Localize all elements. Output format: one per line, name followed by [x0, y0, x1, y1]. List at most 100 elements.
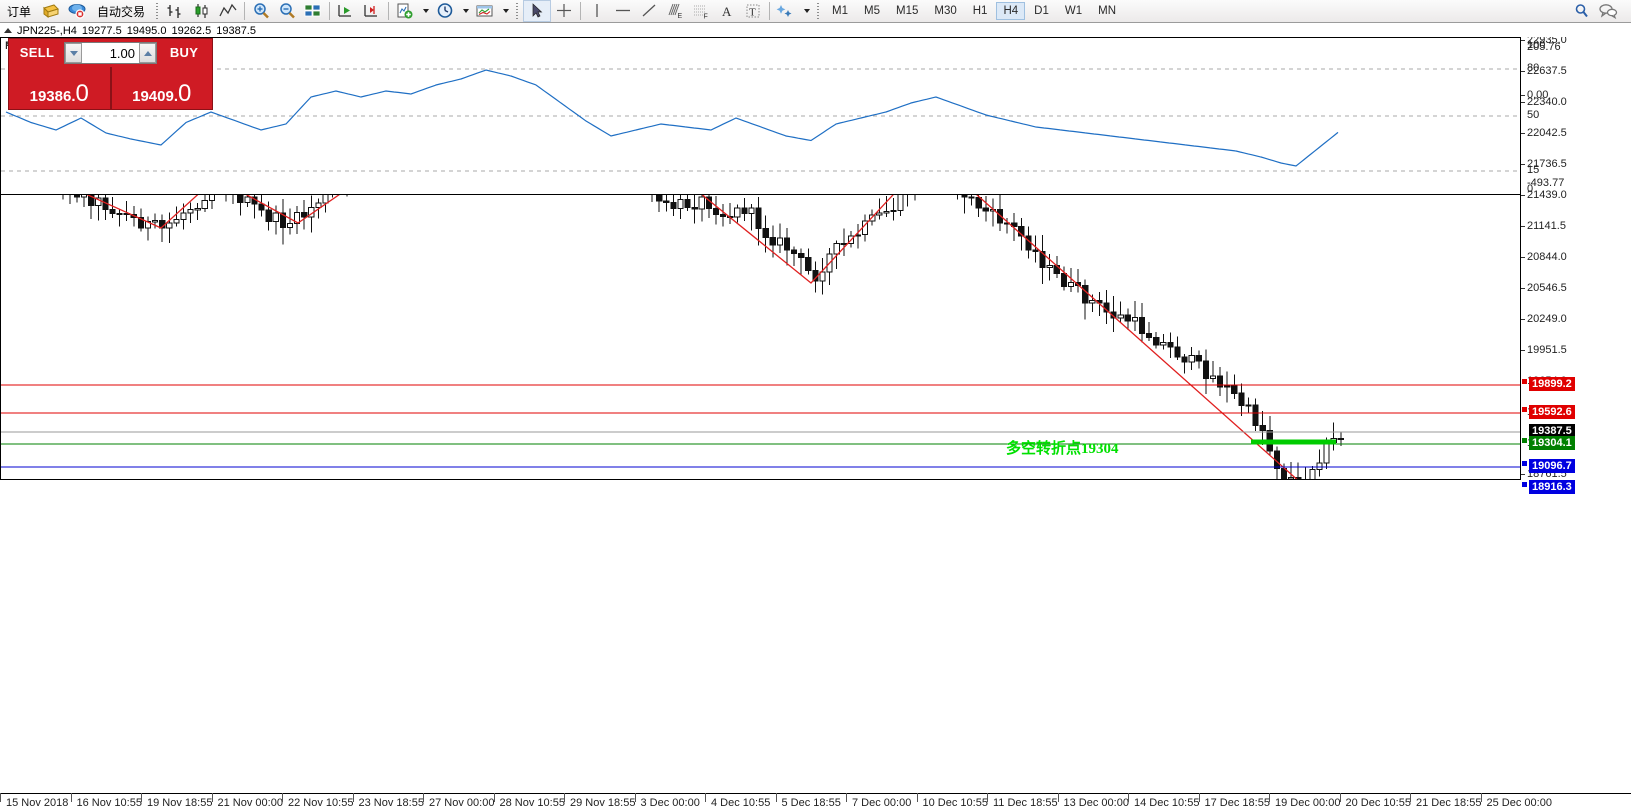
buy-button[interactable]: BUY: [169, 45, 199, 60]
timeframe-m15[interactable]: M15: [896, 5, 919, 17]
level-chip-19387[interactable]: 19387.5: [1529, 424, 1575, 438]
crosshair-icon[interactable]: [551, 0, 577, 22]
objects-dropdown[interactable]: [799, 0, 813, 22]
period-icon[interactable]: [432, 0, 458, 22]
time-tick-separator: [423, 793, 424, 802]
auto-trade-button[interactable]: 自动交易: [97, 4, 146, 19]
toolbar-grip[interactable]: [155, 2, 161, 20]
zoom-out-icon[interactable]: [274, 0, 300, 22]
level-chip-19899[interactable]: 19899.2: [1529, 377, 1575, 391]
templates-dropdown[interactable]: [498, 0, 512, 22]
volume-decrement-button[interactable]: [65, 43, 82, 63]
level-chip-18916[interactable]: 18916.3: [1529, 480, 1575, 494]
sell-price-cell[interactable]: 19386 . 0: [9, 67, 112, 109]
symbol-period-label: JPN225-,H4: [17, 24, 77, 37]
level-chip-19304[interactable]: 19304.1: [1529, 436, 1575, 450]
svg-text:F: F: [704, 14, 708, 21]
collapse-triangle-icon[interactable]: [4, 28, 12, 33]
toolbar-grip-2[interactable]: [515, 2, 521, 20]
toolbar-grip-3[interactable]: [816, 2, 822, 20]
timeframe-m30[interactable]: M30: [934, 5, 957, 17]
time-tick-label: 28 Nov 10:55: [499, 797, 565, 809]
timeframe-mn[interactable]: MN: [1098, 5, 1116, 17]
rsi-tick: 15: [1527, 164, 1540, 176]
price-tick: 22637.5: [1521, 65, 1567, 77]
time-tick-label: 25 Dec 00:00: [1486, 797, 1552, 809]
buy-price-cell[interactable]: 19409 . 0: [112, 67, 213, 109]
text-icon[interactable]: A: [714, 0, 740, 22]
volume-value[interactable]: 1.00: [109, 45, 135, 61]
level-handle-19304[interactable]: [1521, 437, 1528, 444]
time-tick-label: 29 Nov 18:55: [570, 797, 636, 809]
wallet-icon[interactable]: [38, 0, 64, 22]
one-click-trading-panel[interactable]: SELL 1.00 BUY 19386 . 0 19409 . 0: [8, 38, 213, 110]
svg-text:A: A: [722, 4, 732, 19]
timeframe-m5[interactable]: M5: [864, 5, 880, 17]
time-tick-separator: [1410, 793, 1411, 802]
new-chart-dropdown[interactable]: [418, 0, 432, 22]
toolbar-separator-4: [580, 2, 582, 20]
time-tick-separator: [634, 793, 636, 802]
trendline-icon[interactable]: [636, 0, 662, 22]
price-tick: 21141.5: [1521, 220, 1566, 232]
timeframe-h1[interactable]: H1: [972, 5, 988, 17]
time-axis[interactable]: 15 Nov 2018 16 Nov 10:55 19 Nov 18:55 21 No…: [0, 793, 1631, 810]
order-label[interactable]: 订单: [7, 4, 32, 19]
time-tick-separator: [1128, 793, 1129, 802]
macd-tick: -493.77: [1527, 177, 1565, 189]
rsi-tick: 80: [1527, 62, 1540, 74]
time-tick-label: 3 Dec 00:00: [640, 797, 700, 809]
bar-chart-icon[interactable]: [163, 0, 189, 22]
macd-axis[interactable]: 205.76 0.00 -493.77: [1521, 37, 1631, 189]
rsi-pane[interactable]: RSI(14) 40.3307: [0, 37, 1521, 195]
search-icon[interactable]: [1569, 0, 1595, 22]
vline-icon[interactable]: [584, 0, 610, 22]
level-handle-19592[interactable]: [1521, 406, 1528, 413]
level-handle-19096[interactable]: [1521, 460, 1528, 467]
candlestick-chart-icon[interactable]: [189, 0, 215, 22]
macd-tick: 0.00: [1521, 89, 1548, 101]
volume-increment-button[interactable]: [139, 43, 156, 63]
chart-shift-icon[interactable]: [359, 0, 385, 22]
hline-icon[interactable]: [610, 0, 636, 22]
svg-text:E: E: [678, 13, 683, 20]
tile-windows-icon[interactable]: [300, 0, 326, 22]
period-dropdown[interactable]: [458, 0, 472, 22]
time-tick-separator: [705, 793, 706, 802]
timeframe-w1[interactable]: W1: [1064, 5, 1083, 17]
new-chart-icon[interactable]: [392, 0, 418, 22]
zoom-in-icon[interactable]: [248, 0, 274, 22]
expert-advisor-icon[interactable]: [64, 0, 90, 22]
price-tick: 21736.5: [1521, 158, 1567, 170]
price-axis[interactable]: 22935.0 22637.5 22340.0 22042.5 21736.5 21439…: [1521, 34, 1631, 494]
timeframe-d1[interactable]: D1: [1034, 5, 1049, 17]
buy-price-fraction: 0: [178, 80, 192, 107]
time-tick-label: 19 Nov 18:55: [147, 797, 213, 809]
fibo-e-icon[interactable]: E: [662, 0, 688, 22]
level-chip-19096[interactable]: 19096.7: [1529, 459, 1575, 473]
timeframe-m1[interactable]: M1: [832, 5, 849, 17]
price-tick: 22042.5: [1521, 127, 1567, 139]
volume-input[interactable]: 1.00: [64, 42, 157, 64]
level-chip-19592[interactable]: 19592.6: [1529, 405, 1575, 419]
rsi-axis[interactable]: 100 80 50 15 0: [1521, 37, 1631, 195]
templates-icon[interactable]: [472, 0, 498, 22]
time-tick-separator: [70, 793, 72, 802]
timeframe-h4[interactable]: H4: [996, 2, 1026, 20]
sell-button[interactable]: SELL: [19, 45, 55, 60]
line-chart-icon[interactable]: [215, 0, 241, 22]
toolbar-separator-5: [769, 2, 771, 20]
auto-scroll-icon[interactable]: [333, 0, 359, 22]
price-tick: 20546.5: [1521, 282, 1567, 294]
chat-icon[interactable]: [1595, 0, 1621, 22]
toolbar-separator: [244, 2, 246, 20]
objects-icon[interactable]: [773, 0, 799, 22]
fibo-f-icon[interactable]: F: [688, 0, 714, 22]
level-handle-19899[interactable]: [1521, 378, 1528, 385]
label-icon[interactable]: T: [740, 0, 766, 22]
level-handle-18916[interactable]: [1521, 481, 1528, 488]
time-tick-label: 27 Nov 00:00: [429, 797, 495, 809]
cursor-icon[interactable]: [523, 0, 552, 22]
time-tick-label: 17 Dec 18:55: [1204, 797, 1270, 809]
trade-panel-top: SELL 1.00 BUY: [9, 39, 212, 67]
